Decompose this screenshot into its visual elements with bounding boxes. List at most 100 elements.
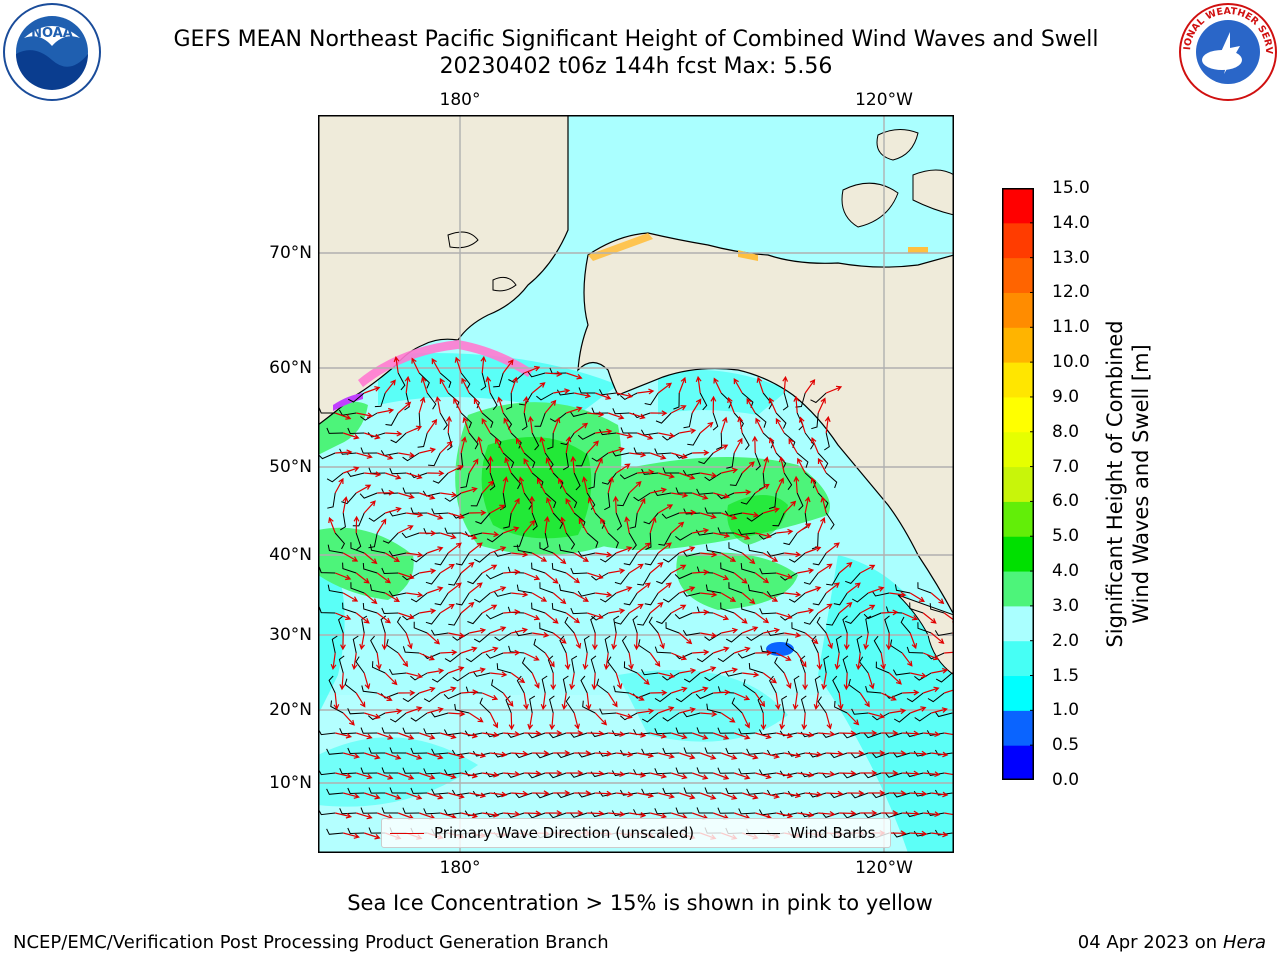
wave-arrow bbox=[594, 712, 608, 726]
wave-arrow bbox=[734, 646, 751, 654]
colorbar-bin bbox=[1002, 501, 1034, 537]
wind-barb bbox=[489, 392, 498, 411]
wave-arrow bbox=[406, 591, 424, 598]
wave-arrow bbox=[700, 591, 718, 598]
wind-barb bbox=[481, 412, 494, 428]
wave-arrow bbox=[468, 458, 479, 474]
wave-arrow bbox=[712, 612, 730, 621]
wave-arrow bbox=[637, 792, 655, 799]
wave-arrow bbox=[793, 475, 800, 494]
legend-wind-label: Wind Barbs bbox=[790, 824, 876, 842]
colorbar-bin bbox=[1002, 257, 1034, 293]
wind-barb bbox=[914, 712, 932, 722]
wave-arrow bbox=[545, 730, 563, 736]
wave-arrow bbox=[817, 457, 827, 474]
wind-barb bbox=[390, 432, 407, 444]
wind-barb bbox=[717, 652, 735, 663]
wind-barb bbox=[591, 572, 609, 581]
wind-barb bbox=[641, 468, 659, 475]
wind-barb bbox=[632, 615, 638, 634]
wind-barb bbox=[871, 792, 890, 799]
wind-barb bbox=[863, 612, 882, 620]
wave-arrow bbox=[944, 812, 954, 816]
wind-barb bbox=[780, 612, 798, 621]
wave-arrow bbox=[461, 532, 478, 540]
wave-arrow bbox=[813, 692, 820, 711]
wave-arrow bbox=[385, 472, 402, 480]
wind-barb bbox=[892, 791, 911, 798]
wind-barb bbox=[842, 655, 849, 674]
wave-arrow bbox=[376, 692, 393, 701]
wind-barb bbox=[654, 768, 672, 775]
wind-barb bbox=[917, 582, 932, 594]
wave-arrow bbox=[629, 732, 647, 738]
wave-arrow bbox=[760, 712, 767, 731]
wind-barb bbox=[892, 831, 911, 838]
wind-barb bbox=[513, 532, 525, 547]
wave-arrow bbox=[629, 772, 647, 778]
wave-arrow bbox=[776, 528, 794, 535]
wave-arrow bbox=[881, 609, 899, 616]
wind-barb bbox=[569, 772, 588, 778]
wind-barb bbox=[369, 584, 386, 594]
wind-barb bbox=[851, 708, 869, 715]
wind-barb bbox=[326, 748, 344, 755]
wind-barb bbox=[455, 552, 470, 566]
wave-arrow bbox=[405, 425, 423, 434]
wind-barb bbox=[360, 412, 378, 421]
wave-arrow bbox=[544, 399, 557, 414]
wave-arrow bbox=[671, 492, 689, 498]
colorbar-bin bbox=[1002, 536, 1034, 572]
wave-arrow bbox=[574, 790, 592, 797]
wind-barb bbox=[675, 807, 693, 814]
wave-arrow bbox=[763, 792, 780, 799]
wave-arrow bbox=[628, 652, 634, 671]
wind-barb bbox=[382, 532, 399, 544]
wind-barb bbox=[486, 532, 504, 543]
wind-barb bbox=[835, 635, 842, 654]
wind-barb bbox=[614, 572, 630, 585]
wind-barb bbox=[817, 696, 827, 714]
wave-arrow bbox=[351, 652, 358, 671]
wind-barb bbox=[633, 492, 651, 502]
wave-arrow bbox=[838, 602, 853, 614]
wind-barb bbox=[552, 512, 564, 529]
wave-arrow bbox=[461, 689, 479, 696]
wind-barb bbox=[788, 592, 806, 603]
wind-barb bbox=[607, 532, 619, 549]
wave-arrow bbox=[801, 712, 808, 731]
wind-barb bbox=[473, 632, 491, 643]
wind-barb bbox=[565, 492, 578, 509]
wind-barb bbox=[661, 512, 680, 519]
wave-arrow bbox=[944, 651, 954, 654]
wind-barb bbox=[675, 767, 693, 774]
wind-barb bbox=[534, 412, 546, 427]
wind-barb bbox=[326, 788, 344, 795]
wave-arrow bbox=[385, 708, 403, 715]
wind-barb bbox=[662, 432, 680, 441]
wave-arrow bbox=[573, 552, 589, 562]
wind-barb bbox=[527, 371, 546, 378]
wave-arrow bbox=[398, 492, 415, 500]
wave-arrow bbox=[333, 692, 340, 711]
wave-arrow bbox=[335, 812, 353, 819]
wind-barb bbox=[347, 827, 365, 835]
wind-barb bbox=[726, 452, 735, 469]
wave-arrow bbox=[885, 632, 892, 651]
sea-ice-note: Sea Ice Concentration > 15% is shown in … bbox=[347, 891, 933, 915]
wave-arrow bbox=[397, 401, 412, 414]
wind-barb bbox=[613, 685, 630, 694]
colorbar-bin bbox=[1002, 675, 1034, 711]
wave-arrow bbox=[411, 357, 420, 374]
wave-arrow bbox=[544, 572, 559, 584]
wind-barb bbox=[381, 727, 399, 734]
wave-arrow bbox=[847, 750, 865, 757]
wind-barb bbox=[347, 708, 365, 715]
wave-arrow bbox=[503, 609, 521, 616]
wind-barb bbox=[747, 584, 764, 594]
wave-arrow bbox=[539, 436, 546, 454]
wind-barb bbox=[934, 789, 953, 796]
wind-barb bbox=[611, 450, 630, 457]
wave-arrow bbox=[516, 437, 525, 454]
wave-arrow bbox=[637, 752, 655, 759]
